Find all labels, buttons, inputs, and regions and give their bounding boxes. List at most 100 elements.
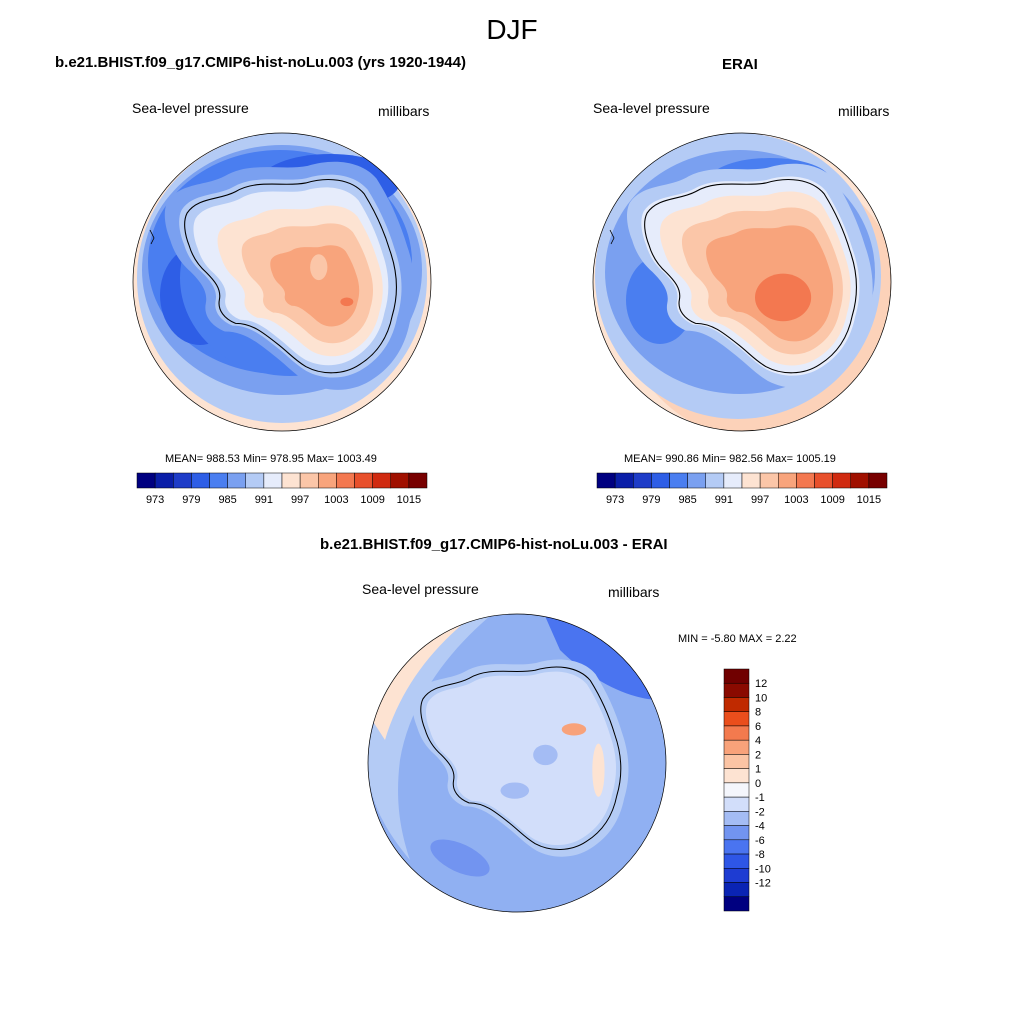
colorbar-model-tick-label: 973 bbox=[146, 494, 164, 506]
panel-3-variable-label: Sea-level pressure bbox=[362, 581, 479, 597]
colorbar-difference-swatch bbox=[723, 882, 750, 898]
colorbar-difference-tick-label: 4 bbox=[755, 735, 761, 747]
colorbar-model-swatch bbox=[173, 472, 192, 489]
colorbar-difference-tick-label: 10 bbox=[755, 692, 767, 704]
colorbar-model-swatch bbox=[354, 472, 373, 489]
map3-low-sw bbox=[430, 839, 490, 877]
colorbar-erai-swatch bbox=[651, 472, 670, 489]
colorbar-erai-swatch bbox=[705, 472, 725, 489]
colorbar-erai-swatch bbox=[778, 472, 797, 489]
colorbar-erai: 973 979 985 991 997 1003 1009 1015 bbox=[596, 472, 888, 506]
colorbar-difference-tick-label: -2 bbox=[755, 806, 765, 818]
colorbar-model-swatch bbox=[408, 472, 428, 489]
colorbar-difference-swatch bbox=[723, 839, 750, 855]
colorbar-model-swatch bbox=[390, 472, 410, 489]
colorbar-difference-swatch bbox=[723, 682, 750, 698]
colorbar-erai-swatch bbox=[687, 472, 706, 489]
colorbar-difference-swatch bbox=[723, 782, 750, 798]
colorbar-difference-swatch bbox=[723, 725, 750, 741]
colorbar-erai-swatch bbox=[850, 472, 870, 489]
panel-3-map bbox=[368, 614, 666, 912]
colorbar-difference-swatch bbox=[723, 811, 750, 826]
page-title: DJF bbox=[486, 14, 538, 45]
colorbar-erai-swatch bbox=[669, 472, 688, 489]
colorbar-erai-tick-label: 1003 bbox=[784, 494, 808, 506]
panel-2-variable-label: Sea-level pressure bbox=[593, 100, 710, 116]
colorbar-difference-swatch bbox=[723, 668, 750, 684]
colorbar-erai-swatch bbox=[796, 472, 815, 489]
colorbar-difference-swatch bbox=[723, 825, 750, 841]
colorbar-difference-swatch bbox=[723, 896, 750, 912]
colorbar-erai-swatch bbox=[814, 472, 833, 489]
panel-2-stats: MEAN= 990.86 Min= 982.56 Max= 1005.19 bbox=[624, 453, 836, 465]
panel-1-map bbox=[133, 133, 431, 431]
colorbar-erai-swatch bbox=[741, 472, 761, 489]
colorbar-model-swatch bbox=[372, 472, 391, 489]
colorbar-erai-swatch bbox=[759, 472, 779, 489]
colorbar-difference-tick-label: -6 bbox=[755, 835, 765, 847]
panel-1-units-label: millibars bbox=[378, 103, 430, 119]
colorbar-erai-tick-label: 1015 bbox=[857, 494, 881, 506]
map3-rim-warm bbox=[372, 618, 470, 740]
panel-3-title: b.e21.BHIST.f09_g17.CMIP6-hist-noLu.003 … bbox=[320, 536, 668, 553]
colorbar-model-swatch bbox=[136, 472, 156, 489]
colorbar-model-swatch bbox=[336, 472, 355, 489]
colorbar-model-swatch bbox=[209, 472, 228, 489]
colorbar-model-tick-label: 991 bbox=[255, 494, 273, 506]
panel-2-map bbox=[593, 133, 891, 431]
colorbar-difference-swatch bbox=[723, 739, 750, 755]
colorbar-difference-tick-label: -10 bbox=[755, 863, 771, 875]
map3-low-ne bbox=[545, 616, 660, 700]
colorbar-model-swatch bbox=[154, 472, 174, 489]
colorbar-erai-tick-label: 991 bbox=[715, 494, 733, 506]
colorbar-erai-swatch bbox=[868, 472, 888, 489]
colorbar-model-swatch bbox=[263, 472, 283, 489]
colorbar-erai-tick-label: 985 bbox=[678, 494, 696, 506]
colorbar-difference-swatch bbox=[723, 868, 750, 883]
colorbar-model-swatch bbox=[191, 472, 210, 489]
colorbar-difference-tick-label: 0 bbox=[755, 778, 761, 790]
colorbar-difference-swatch bbox=[723, 697, 750, 712]
colorbar-model-tick-label: 1015 bbox=[397, 494, 421, 506]
colorbar-difference-tick-label: -4 bbox=[755, 821, 765, 833]
colorbar-difference-swatch bbox=[723, 796, 750, 812]
colorbar-model-tick-label: 1009 bbox=[360, 494, 384, 506]
colorbar-erai-swatch bbox=[832, 472, 851, 489]
panel-1-title: b.e21.BHIST.f09_g17.CMIP6-hist-noLu.003 … bbox=[55, 54, 466, 71]
panel-2-title: ERAI bbox=[722, 56, 758, 73]
colorbar-erai-swatch bbox=[596, 472, 616, 489]
colorbar-model-tick-label: 985 bbox=[218, 494, 236, 506]
colorbar-erai-tick-label: 979 bbox=[642, 494, 660, 506]
colorbar-difference-swatch bbox=[723, 853, 750, 869]
colorbar-difference-tick-label: 6 bbox=[755, 721, 761, 733]
colorbar-erai-swatch bbox=[614, 472, 634, 489]
colorbar-model-tick-label: 979 bbox=[182, 494, 200, 506]
colorbar-model-swatch bbox=[245, 472, 265, 489]
colorbar-difference-tick-label: -1 bbox=[755, 792, 765, 804]
colorbar-difference-swatch bbox=[723, 711, 750, 727]
panel-1-variable-label: Sea-level pressure bbox=[132, 100, 249, 116]
colorbar-erai-swatch bbox=[633, 472, 652, 489]
colorbar-difference-swatch bbox=[723, 754, 750, 769]
colorbar-difference-tick-label: 1 bbox=[755, 764, 761, 776]
panel-1-stats: MEAN= 988.53 Min= 978.95 Max= 1003.49 bbox=[165, 453, 377, 465]
colorbar-model-tick-label: 997 bbox=[291, 494, 309, 506]
colorbar-difference-swatch bbox=[723, 768, 750, 784]
colorbar-erai-tick-label: 1009 bbox=[820, 494, 844, 506]
panel-2-units-label: millibars bbox=[838, 103, 890, 119]
colorbar-model-tick-label: 1003 bbox=[324, 494, 348, 506]
panel-3-stats: MIN = -5.80 MAX = 2.22 bbox=[678, 633, 797, 645]
colorbar-model-swatch bbox=[281, 472, 301, 489]
colorbar-difference-tick-label: -8 bbox=[755, 849, 765, 861]
colorbar-erai-swatch bbox=[723, 472, 743, 489]
colorbar-model: 973 979 985 991 997 1003 1009 1015 bbox=[136, 472, 428, 506]
colorbar-difference-tick-label: -12 bbox=[755, 878, 771, 890]
colorbar-erai-tick-label: 973 bbox=[606, 494, 624, 506]
panel-3-units-label: millibars bbox=[608, 584, 660, 600]
colorbar-model-swatch bbox=[227, 472, 246, 489]
colorbar-difference-tick-label: 8 bbox=[755, 707, 761, 719]
colorbar-erai-tick-label: 997 bbox=[751, 494, 769, 506]
colorbar-difference-tick-label: 2 bbox=[755, 749, 761, 761]
